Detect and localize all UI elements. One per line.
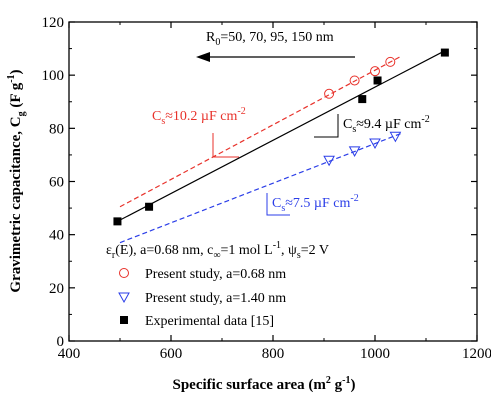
slope-triangle-black [314,114,339,138]
cs-black-label: Cs≈9.4 µF cm-2 [343,114,430,135]
x-tick-label: 600 [160,346,183,362]
legend-label-1: Present study, a=1.40 nm [145,291,286,306]
y-tick-label: 20 [49,281,64,297]
legend: Present study, a=0.68 nm Present study, a… [118,267,286,329]
y-tick-label: 120 [42,15,65,31]
data-point-s1-0 [323,155,335,167]
y-tick-label: 60 [49,175,64,191]
r0-label: R0=50, 70, 95, 150 nm [206,30,334,48]
legend-marker-0 [119,268,129,278]
data-point-s2-1 [145,202,154,211]
y-tick-label: 40 [49,228,64,244]
fit-line-2 [119,133,401,244]
slope-triangles [212,114,339,216]
data-point-s2-3 [373,76,382,85]
axis-ticks: 400 600 800 1000 1200 0 20 40 60 80 100 120 [42,15,491,362]
data-point-s0-0 [324,88,335,99]
x-tick-label: 1200 [462,346,491,362]
x-tick-label: 800 [262,346,285,362]
data-point-s2-2 [358,95,367,104]
y-tick-label: 80 [49,121,64,137]
data-point-s0-3 [385,56,396,67]
fit-line-1 [117,49,447,222]
fit-line-0 [119,56,401,208]
x-tick-label: 1000 [360,346,390,362]
data-points [113,48,449,226]
slope-triangle-red [212,133,239,158]
legend-marker-2 [120,316,128,324]
cs-blue-label: Cs≈7.5 µF cm-2 [272,193,359,214]
legend-label-2: Experimental data [15] [145,314,274,329]
conditions-label: εr(E), a=0.68 nm, c∞=1 mol L-1, ψs=2 V [106,240,329,261]
data-point-s1-3 [389,131,402,143]
data-point-s2-0 [113,217,122,226]
fit-lines [117,49,447,244]
data-point-s0-2 [370,66,380,77]
y-axis-title: Gravimetric capacitance, Cg (F g-1) [6,69,27,292]
data-point-s1-2 [369,138,381,149]
y-tick-label: 0 [57,334,65,350]
data-point-s0-1 [349,75,360,86]
slope-triangle-blue [266,193,290,216]
data-point-s2-4 [440,48,449,57]
r0-annotation: R0=50, 70, 95, 150 nm [196,30,355,62]
r0-arrow-head [196,52,210,62]
data-point-s1-1 [348,146,361,157]
x-tick-label: 400 [58,346,81,362]
legend-label-0: Present study, a=0.68 nm [145,267,286,282]
x-axis-title: Specific surface area (m2 g-1) [172,375,355,393]
y-tick-label: 100 [42,68,65,84]
cs-red-label: Cs≈10.2 µF cm-2 [152,106,246,127]
legend-marker-1 [118,292,130,304]
